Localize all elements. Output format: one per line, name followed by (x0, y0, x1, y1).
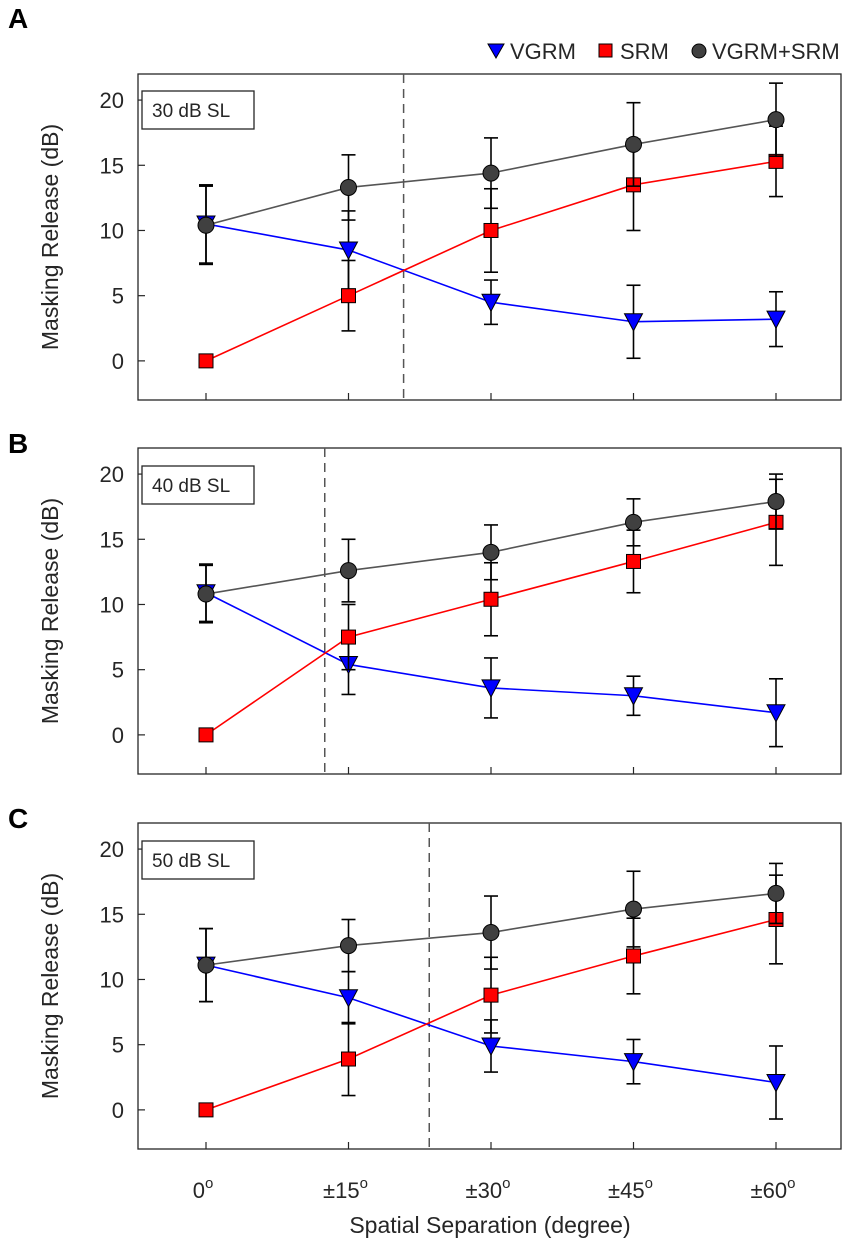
y-axis-a: 0 5 10 15 20 (100, 88, 145, 374)
point-vgrm-srm-a-4 (767, 111, 785, 129)
point-vgrm-b-4 (766, 704, 786, 723)
point-srm-c-3 (626, 948, 641, 964)
ylabel-a: Masking Release (dB) (37, 124, 63, 350)
legend-label-vgrm-srm: VGRM+SRM (712, 39, 840, 64)
point-vgrm-srm-c-4 (767, 884, 785, 902)
y-tick-label-a-10: 10 (100, 218, 124, 243)
y-tick-label-c-0: 0 (112, 1098, 124, 1123)
panel-letter-c: C (8, 803, 28, 834)
plot-frame-c (137, 822, 842, 1150)
x-tick-label-0: 0o (193, 1175, 214, 1203)
series-group-a (196, 82, 786, 369)
ylabel-b: Masking Release (dB) (37, 498, 63, 724)
y-tick-label-a-0: 0 (112, 349, 124, 374)
x-axis-label: Spatial Separation (degree) (349, 1212, 630, 1238)
ylabel-c: Masking Release (dB) (37, 873, 63, 1099)
x-ticks-a (205, 393, 777, 400)
point-vgrm-srm-b-1 (340, 562, 357, 580)
y-tick-label-a-20: 20 (100, 88, 124, 113)
y-tick-label-b-20: 20 (100, 462, 124, 487)
point-srm-c-1 (341, 1051, 356, 1067)
y-tick-label-b-5: 5 (112, 658, 124, 683)
x-tick-label-4: ±60o (751, 1175, 796, 1203)
point-vgrm-srm-c-3 (625, 900, 642, 918)
y-tick-label-c-10: 10 (100, 967, 124, 992)
point-srm-b-2 (483, 591, 499, 607)
point-vgrm-srm-a-0 (197, 216, 215, 234)
y-tick-label-b-10: 10 (100, 592, 124, 617)
point-vgrm-a-1 (338, 241, 359, 261)
panel-letter-b: B (8, 428, 28, 459)
x-tick-label-3: ±45o (608, 1175, 653, 1203)
annotation-box-c (141, 840, 255, 880)
panel-a: A 0 5 10 15 20 30 dB SL Masking Release (dB) (8, 3, 842, 401)
y-axis-b: 0 5 10 15 20 (100, 462, 145, 748)
y-tick-label-c-5: 5 (112, 1033, 124, 1058)
point-vgrm-srm-c-2 (482, 924, 500, 942)
point-srm-a-2 (483, 222, 499, 238)
legend: VGRM SRM VGRM+SRM (487, 39, 840, 64)
legend-marker-vgrm (487, 43, 505, 60)
point-vgrm-srm-c-0 (197, 956, 215, 974)
legend-label-srm: SRM (620, 39, 669, 64)
point-srm-c-0 (198, 1102, 214, 1118)
legend-label-vgrm: VGRM (510, 39, 576, 64)
point-vgrm-srm-a-1 (340, 178, 357, 196)
annotation-text-c: 50 dB SL (152, 851, 230, 872)
point-vgrm-srm-c-1 (340, 937, 357, 955)
x-ticks-b (205, 767, 777, 774)
point-vgrm-c-2 (481, 1037, 501, 1057)
annotation-text-a: 30 dB SL (152, 101, 230, 122)
series-group-b (196, 473, 786, 748)
point-vgrm-srm-b-3 (625, 513, 642, 531)
point-vgrm-a-2 (481, 293, 501, 313)
annotation-text-b: 40 dB SL (152, 476, 230, 497)
point-srm-c-2 (483, 987, 499, 1003)
x-ticks-c (205, 1142, 777, 1149)
point-srm-b-3 (626, 553, 641, 569)
point-vgrm-b-2 (481, 679, 501, 699)
y-tick-label-c-20: 20 (100, 837, 124, 862)
annotation-box-a (141, 90, 255, 130)
point-vgrm-b-3 (623, 687, 644, 706)
annotation-box-b (141, 465, 255, 505)
series-group-c (196, 862, 786, 1120)
point-srm-b-1 (341, 629, 356, 645)
point-vgrm-srm-a-3 (625, 135, 642, 153)
point-vgrm-c-4 (766, 1073, 786, 1093)
point-vgrm-srm-b-2 (482, 543, 500, 561)
point-vgrm-srm-b-4 (767, 492, 785, 510)
point-srm-a-0 (198, 353, 214, 369)
point-vgrm-c-3 (623, 1053, 644, 1072)
panel-letter-a: A (8, 3, 28, 34)
point-vgrm-a-3 (623, 313, 644, 332)
y-axis-c: 0 5 10 15 20 (100, 837, 145, 1123)
point-vgrm-srm-b-0 (197, 585, 215, 603)
legend-marker-srm (598, 43, 613, 58)
panel-c: C 0 5 10 15 20 50 dB SL Masking Release (dB) (8, 803, 842, 1150)
point-srm-b-0 (198, 727, 214, 743)
point-vgrm-a-4 (766, 310, 786, 330)
y-tick-label-a-5: 5 (112, 284, 124, 309)
point-vgrm-srm-a-2 (482, 164, 500, 182)
y-tick-label-c-15: 15 (100, 902, 124, 927)
plot-frame-b (137, 447, 842, 775)
y-tick-label-b-0: 0 (112, 723, 124, 748)
y-tick-label-a-15: 15 (100, 153, 124, 178)
point-srm-a-1 (341, 288, 356, 304)
y-tick-label-b-15: 15 (100, 527, 124, 552)
x-tick-label-2: ±30o (466, 1175, 511, 1203)
panel-b: B 0 5 10 15 20 40 dB SL Masking Release (dB) (8, 428, 842, 775)
x-tick-label-1: ±15o (323, 1175, 368, 1203)
legend-marker-vgrm-srm (691, 43, 707, 59)
point-vgrm-c-1 (338, 989, 359, 1008)
x-tick-labels: 0o ±15o ±30o ±45o ±60o (193, 1175, 796, 1203)
